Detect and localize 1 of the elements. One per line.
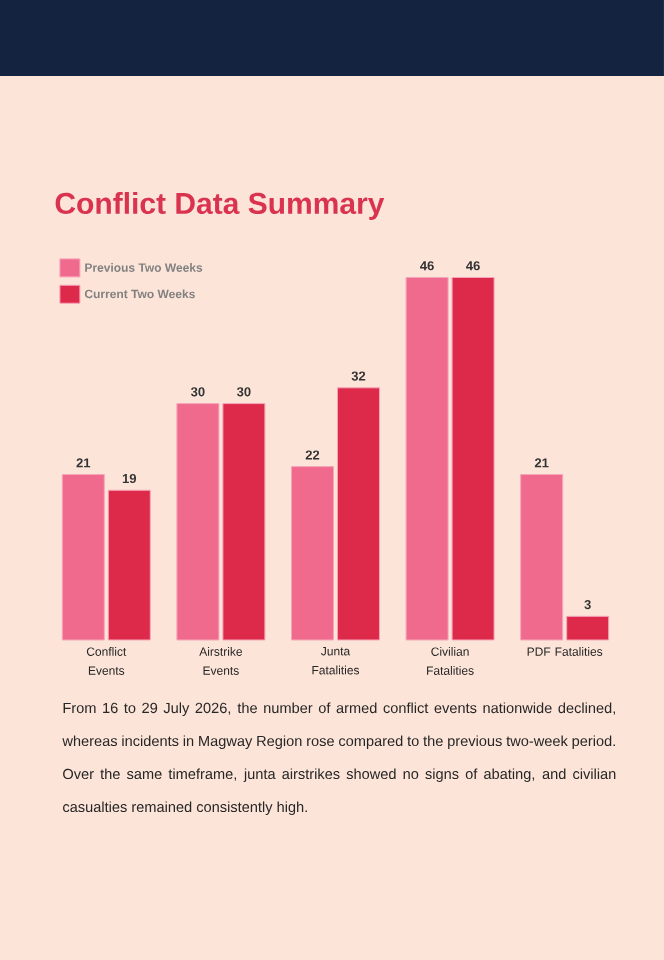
chart-title: Conflict Data Summary	[55, 192, 385, 220]
